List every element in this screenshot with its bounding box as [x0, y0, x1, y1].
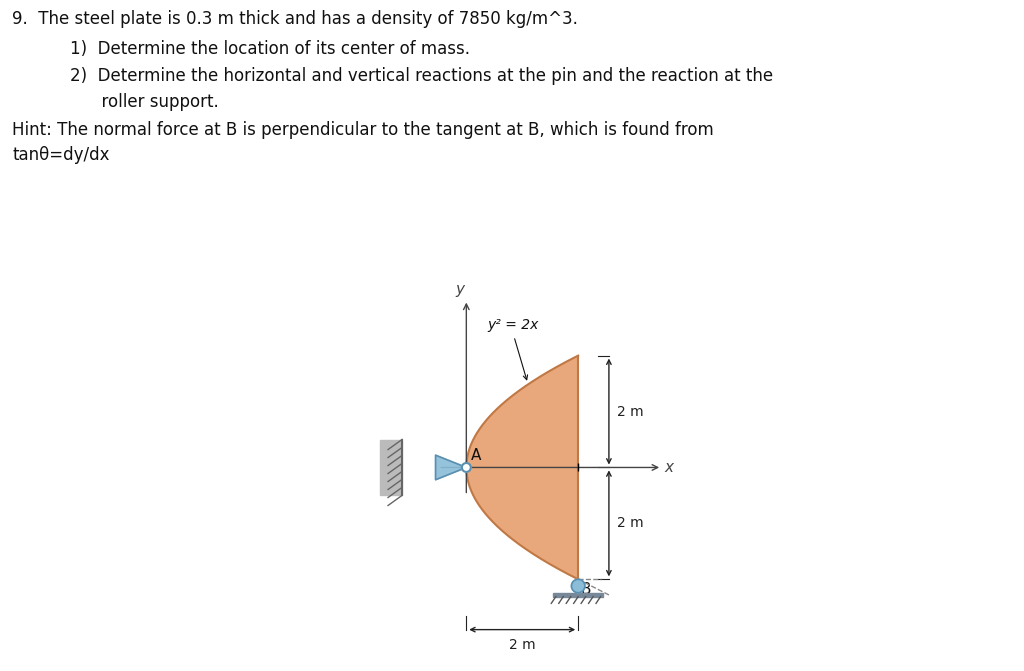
Text: y² = 2x: y² = 2x: [487, 318, 539, 332]
Text: A: A: [471, 448, 481, 463]
Polygon shape: [435, 455, 466, 480]
Text: y: y: [455, 282, 464, 297]
Circle shape: [462, 463, 471, 472]
Text: roller support.: roller support.: [70, 93, 218, 111]
Text: tanθ=dy/dx: tanθ=dy/dx: [12, 146, 110, 164]
Text: 9.  The steel plate is 0.3 m thick and has a density of 7850 kg/m^3.: 9. The steel plate is 0.3 m thick and ha…: [12, 10, 579, 28]
Text: 1)  Determine the location of its center of mass.: 1) Determine the location of its center …: [70, 40, 470, 58]
Text: x: x: [665, 460, 674, 475]
Text: 2 m: 2 m: [617, 517, 644, 530]
Text: 2 m: 2 m: [617, 405, 644, 419]
Circle shape: [571, 579, 585, 592]
Text: Hint: The normal force at B is perpendicular to the tangent at B, which is found: Hint: The normal force at B is perpendic…: [12, 121, 714, 139]
Text: B: B: [581, 582, 592, 597]
Text: 2)  Determine the horizontal and vertical reactions at the pin and the reaction : 2) Determine the horizontal and vertical…: [70, 67, 773, 85]
Text: 2 m: 2 m: [509, 638, 536, 652]
Polygon shape: [380, 440, 402, 495]
Polygon shape: [553, 592, 603, 597]
Polygon shape: [466, 356, 579, 579]
